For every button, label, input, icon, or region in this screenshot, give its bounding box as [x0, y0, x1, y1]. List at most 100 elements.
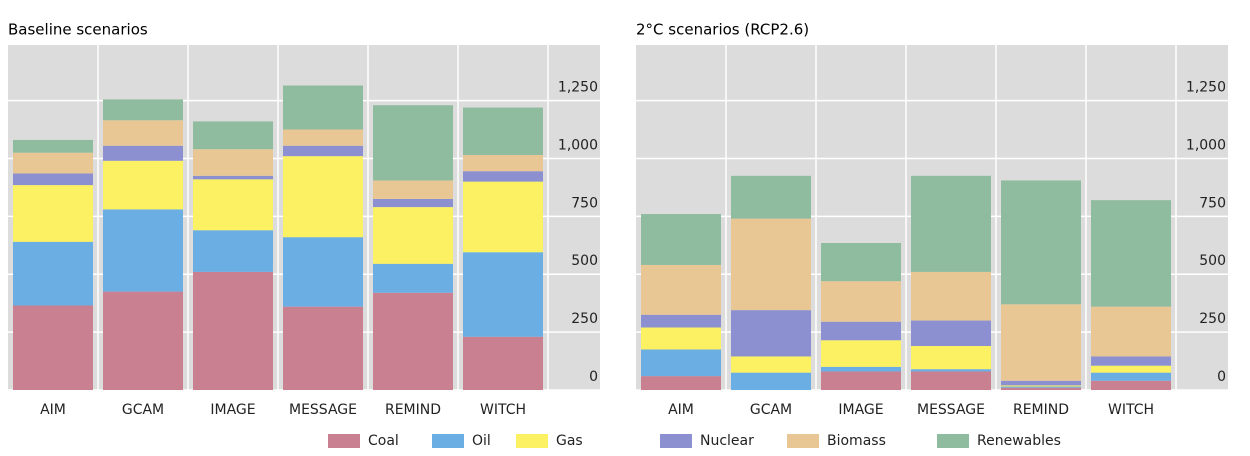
bar-segment: [1001, 380, 1081, 386]
x-tick-label: WITCH: [480, 402, 526, 418]
y-tick-label: 0: [589, 369, 598, 385]
bar-segment: [193, 230, 273, 272]
bar-segment: [1091, 372, 1171, 381]
bar-segment: [1001, 304, 1081, 381]
bar-segment: [1091, 356, 1171, 366]
x-tick-label: IMAGE: [210, 402, 255, 418]
bar-segment: [283, 306, 363, 390]
bar-segment: [13, 173, 93, 186]
bar-segment: [13, 139, 93, 153]
bar-segment: [731, 372, 811, 390]
legend-swatch: [328, 434, 360, 448]
bar-segment: [911, 175, 991, 272]
bar-segment: [911, 346, 991, 370]
bar-segment: [463, 107, 543, 155]
bar-segment: [821, 340, 901, 367]
y-tick-label: 500: [1199, 253, 1226, 269]
legend-swatch: [432, 434, 464, 448]
y-tick-label: 1,250: [558, 80, 598, 96]
bar-segment: [911, 371, 991, 390]
legend-label: Renewables: [977, 433, 1061, 449]
bar-segment: [193, 175, 273, 180]
x-tick-label: REMIND: [1013, 402, 1069, 418]
bar-segment: [463, 154, 543, 172]
y-tick-label: 250: [571, 311, 598, 327]
bar-segment: [463, 336, 543, 390]
bar-segment: [13, 152, 93, 174]
bar-segment: [911, 320, 991, 347]
legend-swatch: [787, 434, 819, 448]
bar-segment: [731, 218, 811, 311]
legend-label: Coal: [368, 433, 399, 449]
bar-segment: [821, 366, 901, 372]
bar-segment: [1091, 200, 1171, 307]
bar-segment: [373, 292, 453, 390]
legend-label: Biomass: [827, 433, 886, 449]
bar-segment: [821, 321, 901, 341]
bar-segment: [641, 264, 721, 315]
chart-title: Baseline scenarios: [8, 21, 148, 39]
x-tick-label: REMIND: [385, 402, 441, 418]
bar-segment: [731, 175, 811, 219]
bar-segment: [103, 120, 183, 146]
x-tick-label: GCAM: [122, 402, 164, 418]
y-tick-label: 1,000: [1186, 137, 1226, 153]
bar-segment: [821, 371, 901, 390]
bar-segment: [641, 376, 721, 390]
legend-label: Oil: [472, 433, 491, 449]
bar-segment: [373, 198, 453, 208]
bar-segment: [641, 327, 721, 350]
y-tick-label: 750: [571, 195, 598, 211]
legend-swatch: [937, 434, 969, 448]
bar-segment: [463, 181, 543, 253]
x-tick-label: AIM: [40, 402, 66, 418]
bar-segment: [103, 209, 183, 292]
bar-segment: [193, 179, 273, 231]
bar-segment: [1091, 306, 1171, 357]
bar-segment: [103, 291, 183, 390]
bar-segment: [641, 314, 721, 328]
legend-swatch: [660, 434, 692, 448]
bar-segment: [1091, 380, 1171, 390]
bar-segment: [1001, 386, 1081, 388]
y-tick-label: 250: [1199, 311, 1226, 327]
bar-segment: [193, 149, 273, 176]
legend-swatch: [516, 434, 548, 448]
bar-segment: [193, 271, 273, 390]
bar-segment: [283, 85, 363, 130]
y-tick-label: 1,000: [558, 137, 598, 153]
bar-segment: [373, 207, 453, 264]
chart-title: 2°C scenarios (RCP2.6): [636, 21, 809, 39]
bar-segment: [731, 310, 811, 357]
bar-segment: [463, 171, 543, 182]
bar-segment: [641, 349, 721, 377]
bar-segment: [13, 185, 93, 242]
x-tick-label: WITCH: [1108, 402, 1154, 418]
bar-segment: [13, 305, 93, 390]
bar-segment: [821, 242, 901, 282]
bar-segment: [13, 241, 93, 306]
bar-segment: [463, 252, 543, 337]
x-tick-label: AIM: [668, 402, 694, 418]
bar-segment: [193, 121, 273, 150]
x-tick-label: MESSAGE: [289, 402, 357, 418]
bar-segment: [1001, 385, 1081, 387]
bar-segment: [373, 180, 453, 199]
bar-segment: [283, 129, 363, 146]
bar-segment: [373, 105, 453, 181]
bar-segment: [283, 145, 363, 157]
bar-segment: [103, 145, 183, 161]
bar-segment: [911, 369, 991, 372]
bar-segment: [373, 263, 453, 293]
x-tick-label: MESSAGE: [917, 402, 985, 418]
bar-segment: [103, 99, 183, 121]
x-tick-label: GCAM: [750, 402, 792, 418]
bar-segment: [911, 271, 991, 321]
bar-segment: [103, 160, 183, 210]
bar-segment: [641, 214, 721, 265]
y-tick-label: 0: [1217, 369, 1226, 385]
y-tick-label: 1,250: [1186, 80, 1226, 96]
legend-label: Nuclear: [700, 433, 754, 449]
x-tick-label: IMAGE: [838, 402, 883, 418]
